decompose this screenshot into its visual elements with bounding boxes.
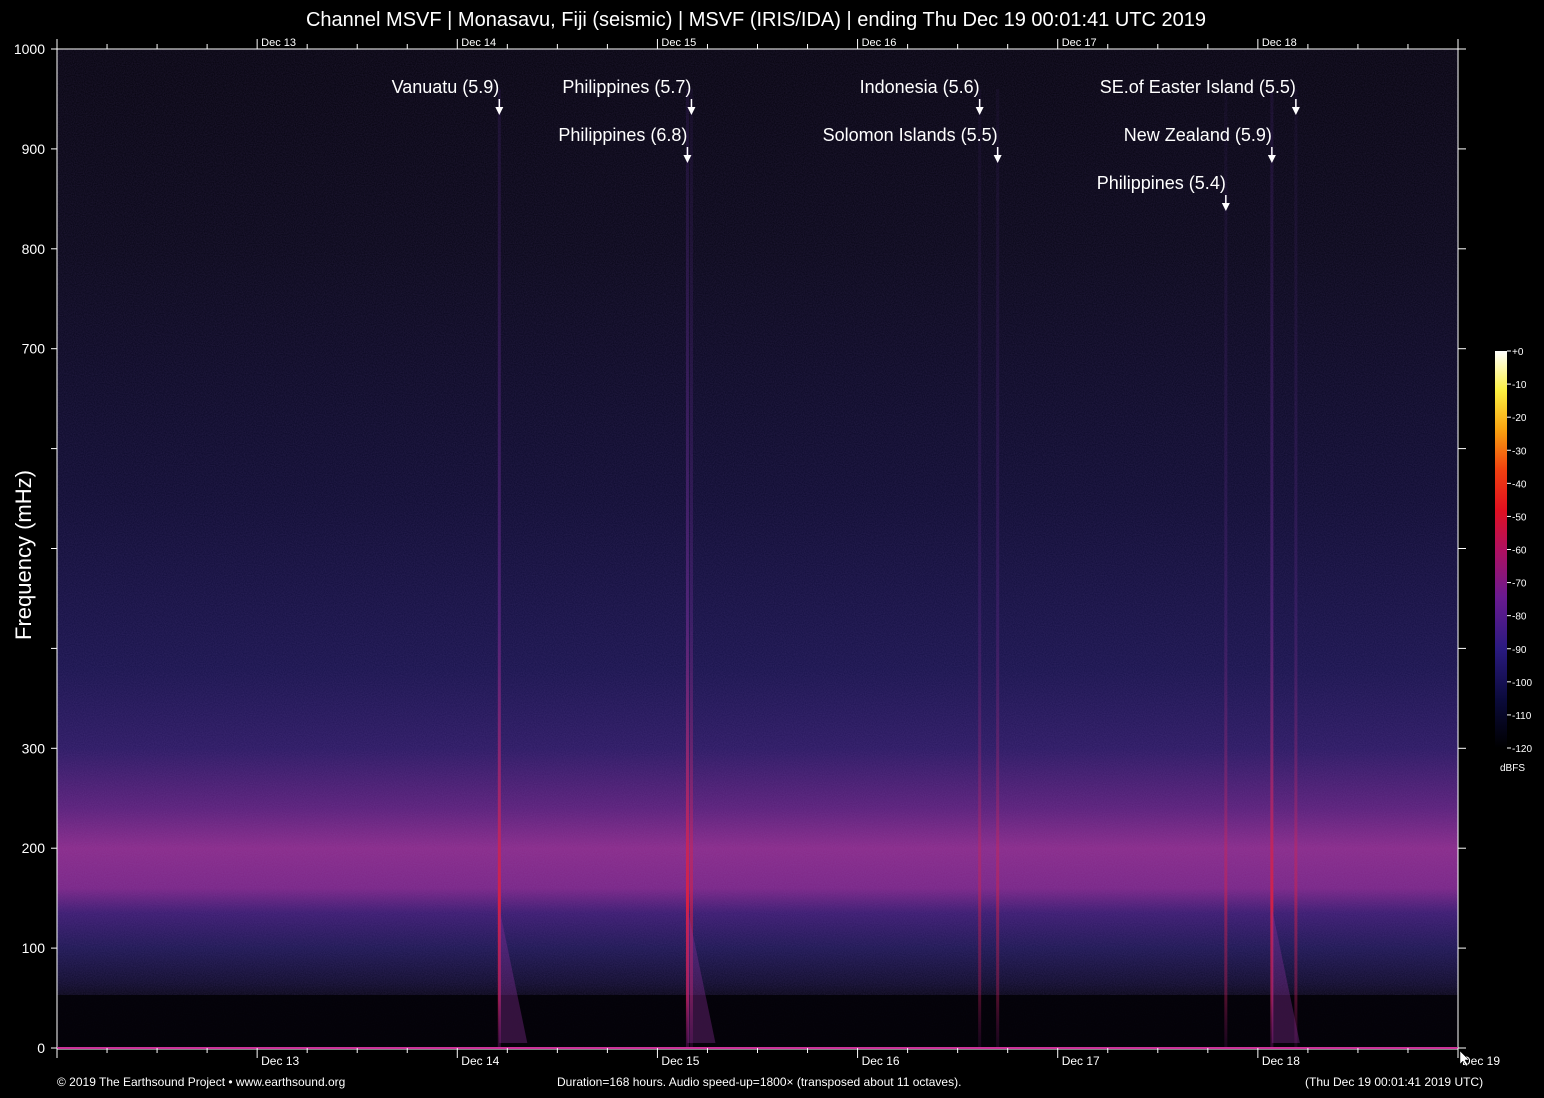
y-tick-label: 1000 [14, 41, 45, 57]
event-label: SE.of Easter Island (5.5) [1100, 77, 1296, 97]
colorbar [1495, 351, 1507, 748]
x-tick-label: Dec 17 [1062, 1054, 1100, 1068]
event-streak [996, 89, 1000, 1048]
event-annotations: Vanuatu (5.9) Philippines (5.7) Philippine… [392, 77, 1300, 211]
colorbar-tick-label: -50 [1512, 512, 1527, 523]
arrow-down-icon [993, 155, 1002, 163]
y-tick-label: 300 [22, 740, 46, 756]
arrow-down-icon [687, 107, 696, 115]
event-coda [1271, 908, 1300, 1044]
event-streak [689, 89, 693, 1048]
event-streak [1294, 89, 1298, 1048]
x-tick-label: Dec 13 [261, 1054, 299, 1068]
y-tick-label: 700 [22, 341, 46, 357]
colorbar-tick-label: -20 [1512, 413, 1527, 424]
footer-info: Duration=168 hours. Audio speed-up=1800×… [557, 1075, 962, 1089]
x-tick-label-top: Dec 16 [862, 37, 897, 49]
x-tick-label: Dec 19 [1462, 1054, 1500, 1068]
footer-copyright: © 2019 The Earthsound Project • www.eart… [57, 1075, 346, 1089]
x-tick-label-top: Dec 18 [1262, 37, 1297, 49]
event-label: Philippines (5.4) [1097, 173, 1226, 193]
event-coda [499, 908, 528, 1044]
colorbar-tick-label: -30 [1512, 446, 1527, 457]
event-coda [687, 908, 716, 1044]
arrow-down-icon [1267, 155, 1276, 163]
colorbar-tick-label: -40 [1512, 479, 1527, 490]
cursor-icon [1459, 1050, 1470, 1067]
x-tick-label: Dec 15 [661, 1054, 699, 1068]
x-tick-label-top: Dec 17 [1062, 37, 1097, 49]
chart-title: Channel MSVF | Monasavu, Fiji (seismic) … [305, 9, 1206, 31]
x-tick-label-top: Dec 14 [461, 37, 496, 49]
arrow-down-icon [495, 107, 504, 115]
colorbar-tick-label: -60 [1512, 546, 1527, 557]
event-label: Philippines (5.7) [562, 77, 691, 97]
y-ticks: 0 100 200 300 700 800 900 1000 [14, 41, 1466, 1056]
x-tick-label-top: Dec 13 [261, 37, 296, 49]
y-tick-label: 200 [22, 840, 46, 856]
event-label: Vanuatu (5.9) [392, 77, 500, 97]
arrow-down-icon [975, 107, 984, 115]
event-label: Solomon Islands (5.5) [823, 125, 998, 145]
y-tick-label: 900 [22, 141, 46, 157]
event-streak [978, 89, 982, 1048]
event-label: New Zealand (5.9) [1124, 125, 1272, 145]
y-tick-label: 100 [22, 940, 46, 956]
plot-noise [57, 49, 1458, 1048]
event-label: Indonesia (5.6) [860, 77, 980, 97]
y-axis-label: Frequency (mHz) [11, 470, 36, 640]
colorbar-tick-label: -100 [1512, 678, 1532, 689]
colorbar-unit: dBFS [1500, 763, 1525, 774]
arrow-down-icon [1291, 107, 1300, 115]
x-tick-label: Dec 14 [461, 1054, 499, 1068]
arrow-down-icon [683, 155, 692, 163]
event-streak [685, 89, 689, 1048]
event-streak [497, 89, 501, 1048]
x-ticks: Dec 13 Dec 13 Dec 14 Dec 14 Dec 15 Dec 15 Dec … [56, 37, 1500, 1068]
colorbar-tick-label: -90 [1512, 645, 1527, 656]
x-tick-label-top: Dec 15 [661, 37, 696, 49]
event-streak [1270, 89, 1274, 1048]
arrow-down-icon [1221, 203, 1230, 211]
colorbar-tick-label: -120 [1512, 744, 1532, 755]
colorbar-tick-label: -10 [1512, 380, 1527, 391]
x-tick-label: Dec 16 [862, 1054, 900, 1068]
footer-timestamp: (Thu Dec 19 00:01:41 2019 UTC) [1305, 1075, 1484, 1089]
event-label: Philippines (6.8) [558, 125, 687, 145]
event-streak [1224, 89, 1228, 1048]
y-tick-label: 800 [22, 241, 46, 257]
x-tick-label: Dec 18 [1262, 1054, 1300, 1068]
colorbar-tick-label: -110 [1512, 711, 1532, 722]
y-tick-label: 0 [37, 1040, 45, 1056]
colorbar-ticks: +0 -10 -20 -30 -40 -50 -60 -70 -80 -90 -100 -110 -12… [1507, 347, 1532, 755]
event-streaks [497, 89, 1300, 1048]
low-band [57, 995, 1458, 1048]
colorbar-tick-label: +0 [1512, 347, 1524, 358]
colorbar-tick-label: -80 [1512, 612, 1527, 623]
colorbar-tick-label: -70 [1512, 579, 1527, 590]
